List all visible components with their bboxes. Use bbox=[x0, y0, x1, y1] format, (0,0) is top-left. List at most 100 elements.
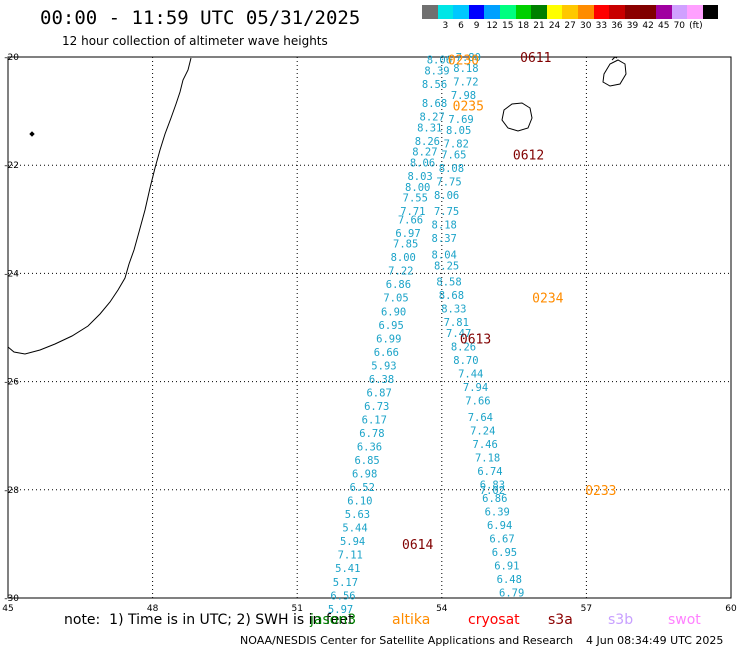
wave-height-label-track-a: 6.98 bbox=[352, 469, 377, 481]
credit-line: NOAA/NESDIS Center for Satellite Applica… bbox=[240, 634, 574, 647]
longitude-tick-label: 54 bbox=[436, 604, 448, 614]
wave-height-label-track-b: 8.25 bbox=[434, 260, 459, 272]
colorbar-swatch bbox=[453, 5, 469, 19]
wave-height-label-track-a: 7.22 bbox=[388, 266, 413, 278]
colorbar-unit: (ft) bbox=[689, 21, 703, 31]
colorbar-swatch bbox=[577, 5, 594, 19]
wave-height-label-track-b: 7.75 bbox=[436, 176, 461, 188]
wave-height-label-track-b: 7.98 bbox=[451, 90, 476, 102]
colorbar-tick-label: 15 bbox=[502, 21, 514, 31]
wave-height-label-track-a: 5.94 bbox=[340, 536, 365, 548]
wave-height-label-track-a: 5.17 bbox=[333, 577, 358, 589]
wave-height-label-track-b: 7.66 bbox=[465, 396, 490, 408]
colorbar-tick-label: 3 bbox=[442, 21, 449, 31]
wave-height-label-track-b: 8.37 bbox=[432, 233, 457, 245]
wave-height-label-track-b: 8.68 bbox=[439, 290, 464, 302]
colorbar-swatch bbox=[624, 5, 641, 19]
colorbar-tick-label: 39 bbox=[626, 21, 639, 31]
wave-height-label-track-a: 8.68 bbox=[422, 98, 447, 110]
colorbar: 3 6 9 12 15 18 21 24 27 30 33 36 39 42 45 70 (ft) bbox=[422, 5, 719, 31]
wave-height-label-track-b: 6.91 bbox=[494, 561, 519, 573]
wave-height-label-track-b: 7.65 bbox=[441, 149, 466, 161]
wave-height-label-track-b: 8.18 bbox=[432, 220, 457, 232]
colorbar-tick-label: 42 bbox=[642, 21, 654, 31]
wave-height-label-track-b: 7.24 bbox=[470, 425, 495, 437]
small-island bbox=[29, 131, 35, 137]
wave-height-label-track-b: 7.72 bbox=[453, 76, 478, 88]
colorbar-tick-label: 18 bbox=[517, 21, 530, 31]
wave-height-label-track-b: 7.94 bbox=[463, 382, 488, 394]
colorbar-tick-label: 27 bbox=[564, 21, 576, 31]
colorbar-swatch bbox=[531, 5, 547, 19]
colorbar-swatch bbox=[437, 5, 454, 19]
wave-height-label-track-b: 8.33 bbox=[441, 304, 466, 316]
colorbar-swatch bbox=[515, 5, 532, 19]
map-frame bbox=[7, 56, 732, 599]
wave-height-label-track-a: 8.06 bbox=[427, 55, 452, 67]
wave-height-label-track-a: 8.00 bbox=[405, 182, 430, 194]
wave-height-label-track-a: 5.44 bbox=[342, 523, 367, 535]
pass-time-label: 0230 bbox=[448, 54, 479, 69]
footer-note: note: 1) Time is in UTC; 2) SWH is in fe… bbox=[64, 612, 354, 628]
legend-item-s3a: s3a bbox=[548, 612, 573, 628]
wave-height-label-track-a: 6.66 bbox=[374, 347, 399, 359]
wave-height-label-track-a: 6.78 bbox=[359, 428, 384, 440]
legend-item-cryosat: cryosat bbox=[468, 612, 520, 628]
wave-height-label-track-b: 8.26 bbox=[451, 341, 476, 353]
wave-height-label-track-a: 8.31 bbox=[417, 122, 442, 134]
wave-height-label-track-b: 6.48 bbox=[497, 574, 522, 586]
latitude-tick-label: -24 bbox=[4, 269, 19, 279]
colorbar-swatch bbox=[687, 5, 703, 19]
wave-height-label-track-b: 6.39 bbox=[485, 506, 510, 518]
wave-height-label-track-b: 8.70 bbox=[453, 355, 478, 367]
colorbar-tick-label: 24 bbox=[548, 21, 561, 31]
wave-height-label-track-a: 5.93 bbox=[371, 360, 396, 372]
pass-time-label: 0613 bbox=[460, 332, 491, 347]
colorbar-swatch bbox=[640, 5, 656, 19]
madagascar-coastline bbox=[7, 57, 192, 355]
wave-height-label-track-b: 7.64 bbox=[468, 412, 493, 424]
wave-height-label-track-a: 8.56 bbox=[422, 79, 447, 91]
wave-height-label-track-b: 7.80 bbox=[456, 52, 481, 64]
pass-time-label: 0614 bbox=[402, 538, 433, 553]
colorbar-swatch bbox=[484, 5, 500, 19]
wave-height-label-track-a: 6.38 bbox=[369, 374, 394, 386]
wave-height-label-track-b: 7.02 bbox=[480, 485, 505, 497]
wave-height-label-track-b: 6.79 bbox=[499, 588, 524, 600]
pass-time-label: 0611 bbox=[520, 51, 551, 66]
latitude-tick-label: -26 bbox=[4, 378, 19, 388]
wave-height-label-track-a: 6.90 bbox=[381, 306, 406, 318]
colorbar-swatch bbox=[609, 5, 625, 19]
wave-height-label-track-a: 8.27 bbox=[412, 147, 437, 159]
colorbar-swatch bbox=[655, 5, 672, 19]
wave-height-label-track-a: 6.87 bbox=[366, 387, 391, 399]
colorbar-tick-label: 30 bbox=[580, 21, 592, 31]
pass-time-label: 0612 bbox=[513, 148, 544, 163]
colorbar-swatches bbox=[422, 5, 719, 19]
colorbar-tick-label: 9 bbox=[473, 21, 480, 31]
page-subtitle: 12 hour collection of altimeter wave hei… bbox=[62, 34, 328, 48]
wave-height-label-track-a: 5.41 bbox=[335, 563, 360, 575]
wave-height-label-track-a: 5.97 bbox=[328, 604, 353, 616]
wave-height-label-track-a: 7.05 bbox=[383, 293, 408, 305]
longitude-tick-label: 45 bbox=[2, 604, 13, 614]
pass-time-label: 0234 bbox=[532, 292, 563, 307]
latitude-tick-label: -28 bbox=[4, 486, 19, 496]
wave-height-label-track-b: 8.08 bbox=[439, 163, 464, 175]
wave-height-label-track-b: 6.83 bbox=[480, 479, 505, 491]
colorbar-tick-label: 70 bbox=[673, 21, 686, 31]
colorbar-swatch bbox=[562, 5, 578, 19]
wave-height-label-track-a: 6.95 bbox=[379, 320, 404, 332]
wave-height-label-track-b: 7.46 bbox=[473, 439, 498, 451]
colorbar-swatch bbox=[546, 5, 563, 19]
wave-height-label-track-b: 8.06 bbox=[434, 190, 459, 202]
wave-height-label-track-a: 6.10 bbox=[347, 496, 372, 508]
wave-height-label-track-b: 7.81 bbox=[444, 317, 469, 329]
colorbar-tick-label: 21 bbox=[533, 21, 545, 31]
wave-height-label-track-a: 7.66 bbox=[398, 214, 423, 226]
reunion-island bbox=[501, 102, 533, 132]
wave-height-label-track-b: 7.82 bbox=[444, 139, 469, 151]
mauritius-islet bbox=[611, 56, 618, 61]
longitude-tick-label: 57 bbox=[581, 604, 592, 614]
